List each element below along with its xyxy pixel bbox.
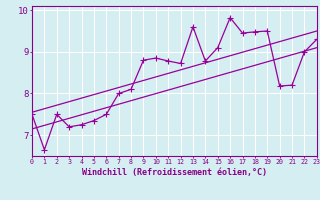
X-axis label: Windchill (Refroidissement éolien,°C): Windchill (Refroidissement éolien,°C) [82,168,267,177]
